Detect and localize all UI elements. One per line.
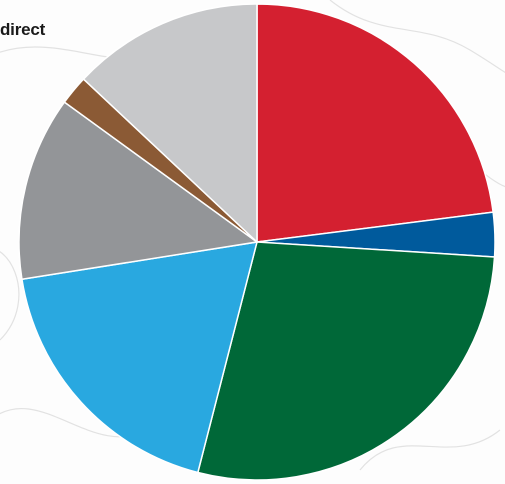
pie-slice-5 [18, 101, 258, 280]
chart-label: direct [0, 20, 46, 39]
pie-slice-7 [82, 3, 258, 243]
pie-slice-1 [256, 3, 494, 243]
pie-slice-4 [21, 241, 258, 474]
pie-slice-3 [197, 241, 496, 481]
